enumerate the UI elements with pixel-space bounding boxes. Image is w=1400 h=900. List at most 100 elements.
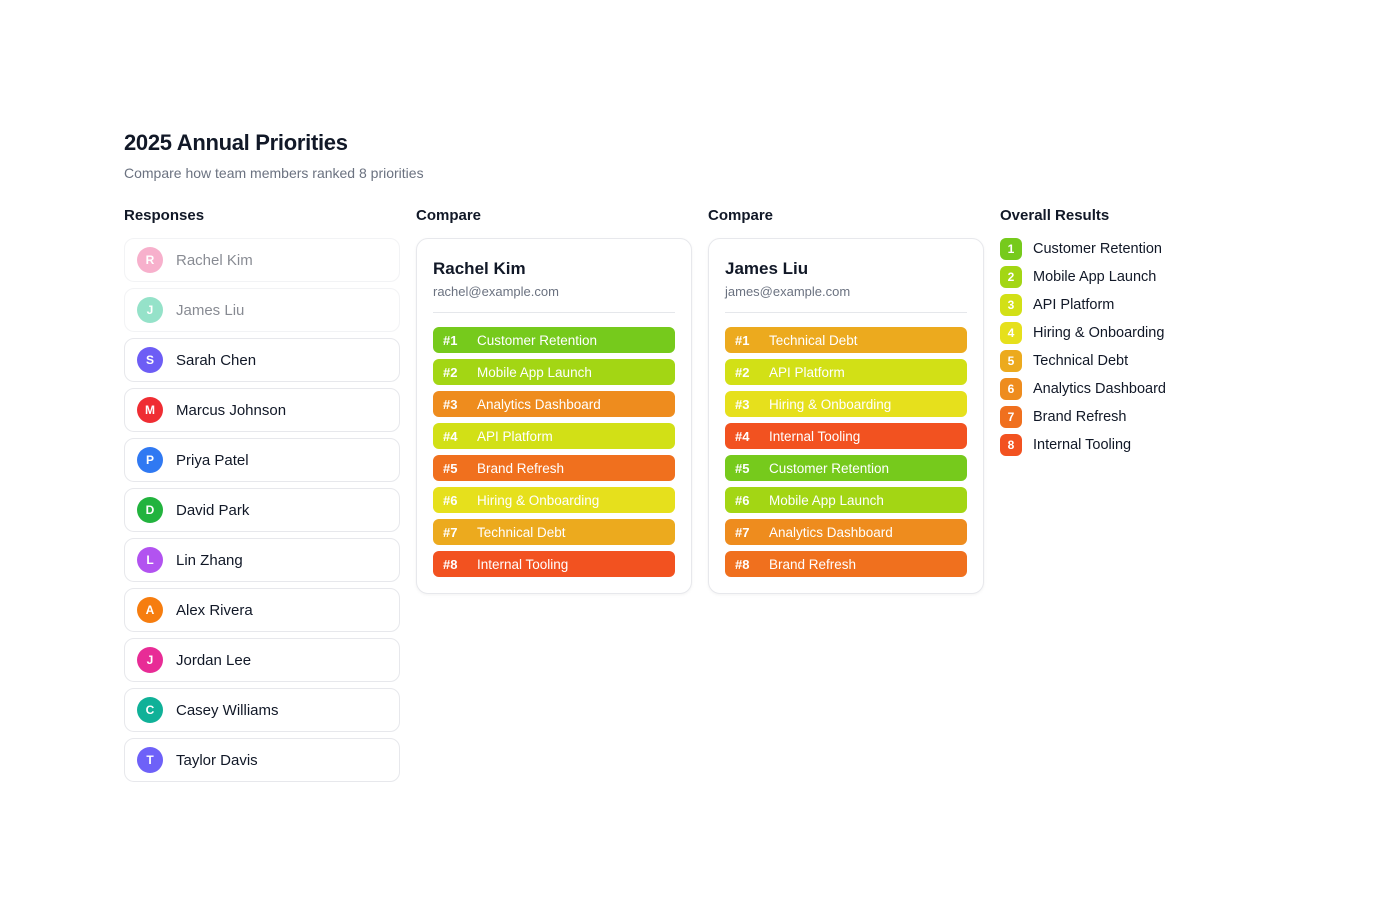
person-row-casey-williams[interactable]: C Casey Williams [124,688,400,732]
rank-row-6: #6 Mobile App Launch [725,487,967,513]
rank-number: #8 [735,556,750,572]
avatar: C [137,697,163,723]
person-name: Priya Patel [176,451,249,469]
person-name: Jordan Lee [176,651,252,669]
rank-row-8: #8 Internal Tooling [433,551,675,577]
rank-row-8: #8 Brand Refresh [725,551,967,577]
person-name: Sarah Chen [176,351,257,369]
card-divider [725,312,967,313]
rank-number: #3 [443,396,458,412]
rank-row-1: #1 Customer Retention [433,327,675,353]
rank-number: #5 [443,460,458,476]
avatar: P [137,447,163,473]
page-container: 2025 Annual Priorities Compare how team … [124,130,1304,788]
rank-number: #8 [443,556,458,572]
card-divider [433,312,675,313]
avatar: D [137,497,163,523]
rank-row-2: #2 Mobile App Launch [433,359,675,385]
compare-person-email: james@example.com [725,284,851,299]
person-row-taylor-davis[interactable]: T Taylor Davis [124,738,400,782]
compare-column-left: Compare Rachel Kim rachel@example.com #1… [416,207,692,594]
rank-number: #2 [443,364,458,380]
rank-number: #4 [735,428,750,444]
avatar: L [137,547,163,573]
overall-rank-badge: 7 [1000,406,1022,428]
overall-row-8: 8 Internal Tooling [1000,434,1300,456]
person-name: Lin Zhang [176,551,243,569]
compare-card-rachel-kim: Rachel Kim rachel@example.com #1 Custome… [416,238,692,594]
rank-label: Hiring & Onboarding [477,492,600,508]
rank-row-1: #1 Technical Debt [725,327,967,353]
overall-row-4: 4 Hiring & Onboarding [1000,322,1300,344]
rank-label: Internal Tooling [769,428,861,444]
rank-label: Brand Refresh [477,460,565,476]
overall-results-column: Overall Results 1 Customer Retention 2 M… [1000,207,1300,462]
rank-row-5: #5 Brand Refresh [433,455,675,481]
compare-header-right: Compare [708,207,774,224]
rank-row-6: #6 Hiring & Onboarding [433,487,675,513]
compare-header-left: Compare [416,207,482,224]
person-row-sarah-chen[interactable]: S Sarah Chen [124,338,400,382]
rank-number: #6 [443,492,458,508]
rank-label: Customer Retention [769,460,890,476]
rank-label: Hiring & Onboarding [769,396,892,412]
person-name: Taylor Davis [176,751,258,769]
avatar: R [137,247,163,273]
rank-label: Technical Debt [477,524,566,540]
rank-label: Mobile App Launch [769,492,884,508]
rank-number: #1 [443,332,458,348]
columns-container: Responses R Rachel Kim J James Liu S Sar… [124,207,1304,788]
person-name: David Park [176,501,250,519]
person-row-rachel-kim[interactable]: R Rachel Kim [124,238,400,282]
rank-number: #2 [735,364,750,380]
overall-row-1: 1 Customer Retention [1000,238,1300,260]
overall-row-7: 7 Brand Refresh [1000,406,1300,428]
person-name: Casey Williams [176,701,279,719]
page-title: 2025 Annual Priorities [124,130,348,155]
avatar: A [137,597,163,623]
person-row-priya-patel[interactable]: P Priya Patel [124,438,400,482]
rank-row-3: #3 Hiring & Onboarding [725,391,967,417]
rank-row-7: #7 Analytics Dashboard [725,519,967,545]
person-row-lin-zhang[interactable]: L Lin Zhang [124,538,400,582]
person-name: Rachel Kim [176,251,253,269]
responses-column: Responses R Rachel Kim J James Liu S Sar… [124,207,400,788]
person-row-marcus-johnson[interactable]: M Marcus Johnson [124,388,400,432]
overall-rank-badge: 8 [1000,434,1022,456]
rank-label: Internal Tooling [477,556,569,572]
rank-number: #7 [443,524,458,540]
person-row-james-liu[interactable]: J James Liu [124,288,400,332]
rank-label: API Platform [477,428,553,444]
overall-rank-badge: 2 [1000,266,1022,288]
overall-item-label: Analytics Dashboard [1033,381,1166,397]
person-name: Alex Rivera [176,601,253,619]
rank-number: #4 [443,428,458,444]
rank-number: #7 [735,524,750,540]
person-name: Marcus Johnson [176,401,287,419]
person-row-jordan-lee[interactable]: J Jordan Lee [124,638,400,682]
rank-row-5: #5 Customer Retention [725,455,967,481]
overall-rank-badge: 6 [1000,378,1022,400]
rank-label: Customer Retention [477,332,598,348]
person-row-david-park[interactable]: D David Park [124,488,400,532]
compare-column-right: Compare James Liu james@example.com #1 T… [708,207,984,594]
overall-item-label: API Platform [1033,297,1115,313]
person-name: James Liu [176,301,245,319]
overall-row-5: 5 Technical Debt [1000,350,1300,372]
responses-header: Responses [124,207,205,224]
overall-item-label: Technical Debt [1033,353,1129,369]
avatar: T [137,747,163,773]
rank-row-4: #4 API Platform [433,423,675,449]
overall-row-3: 3 API Platform [1000,294,1300,316]
overall-item-label: Internal Tooling [1033,437,1132,453]
rank-row-7: #7 Technical Debt [433,519,675,545]
avatar: J [137,647,163,673]
overall-item-label: Hiring & Onboarding [1033,325,1165,341]
rank-row-4: #4 Internal Tooling [725,423,967,449]
overall-item-label: Brand Refresh [1033,409,1127,425]
overall-rank-badge: 1 [1000,238,1022,260]
rank-number: #5 [735,460,750,476]
overall-row-2: 2 Mobile App Launch [1000,266,1300,288]
rank-label: Mobile App Launch [477,364,592,380]
person-row-alex-rivera[interactable]: A Alex Rivera [124,588,400,632]
